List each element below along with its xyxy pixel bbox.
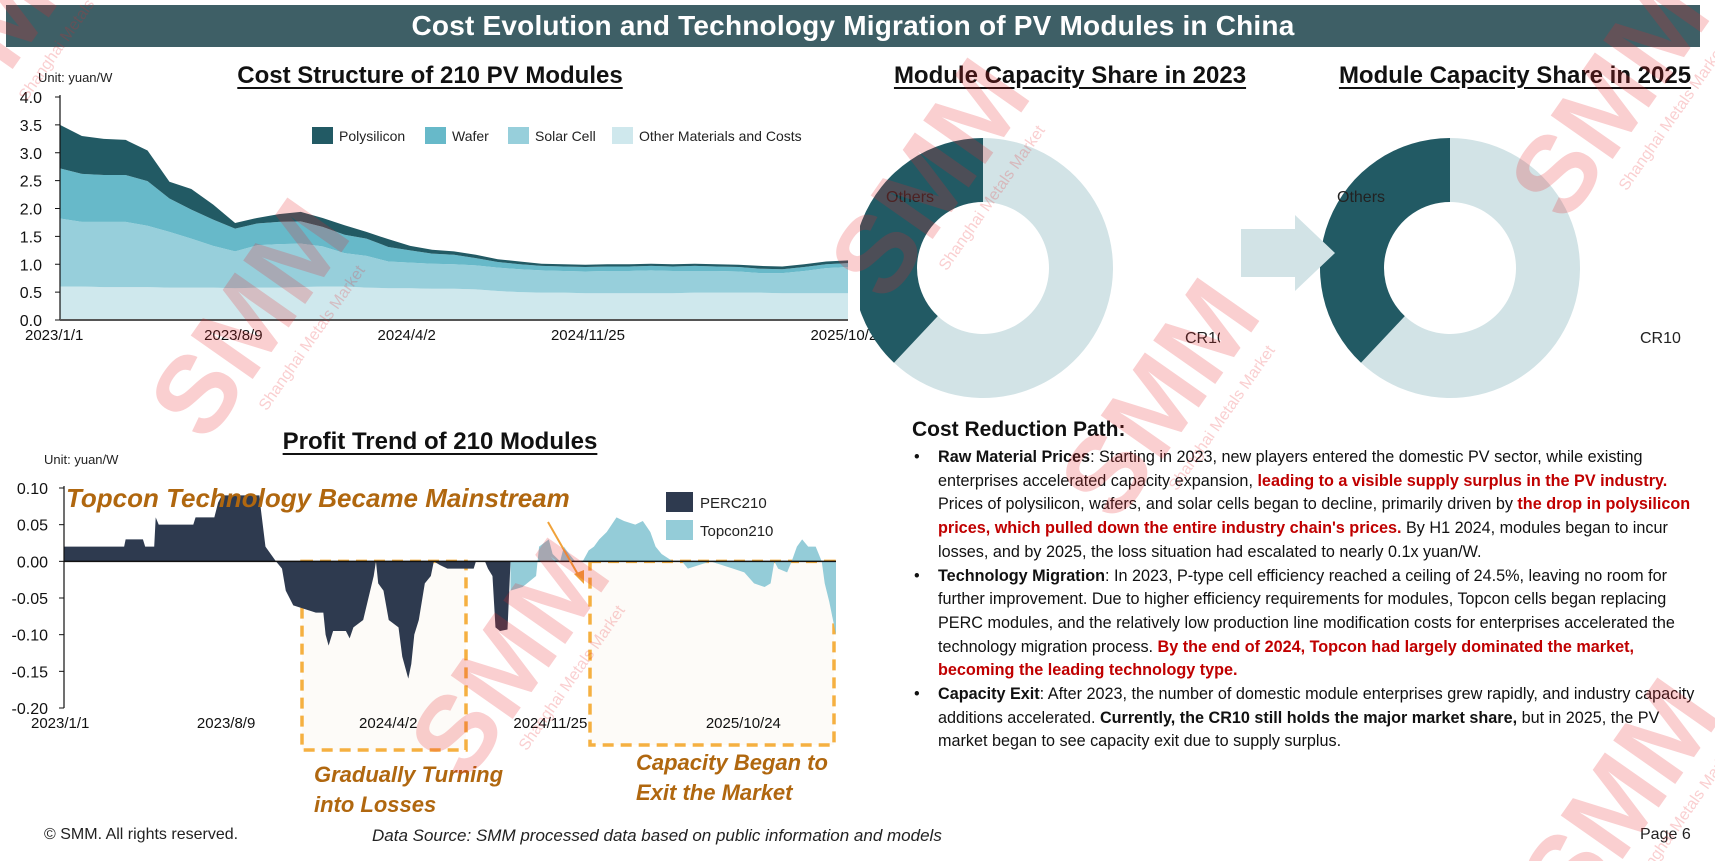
y-tick-label: 1.0 (20, 257, 42, 274)
profit-legend: PERC210 Topcon210 (666, 492, 773, 540)
slice-others (1320, 138, 1450, 363)
body-text: : Starting in 2023, new players entered … (938, 448, 1643, 490)
share-2023-donut: CR10 Others (860, 138, 1220, 398)
panel-item-label: Raw Material Prices (938, 448, 1091, 466)
body-text: but in 2025, the PV market began to see … (938, 708, 1660, 751)
annotation-topcon-mainstream: Topcon Technology Became Mainstream (66, 483, 570, 513)
y-tick-label: 2.5 (20, 174, 42, 191)
panel-list: Raw Material Prices: Starting in 2023, n… (912, 446, 1702, 754)
x-tick-label: 2025/10/25 (810, 327, 880, 344)
highlighted-text: the drop in polysilicon prices, which pu… (938, 495, 1691, 538)
share-2023-title: Module Capacity Share in 2023 (893, 62, 1247, 89)
x-tick-label: 2023/8/9 (197, 715, 255, 732)
body-text: Prices of polysilicon, wafers, and solar… (938, 495, 1518, 514)
cost-legend: Polysilicon Wafer Solar Cell Other Material… (312, 127, 802, 144)
share-2025-title: Module Capacity Share in 2025 (1338, 62, 1692, 89)
panel-item: Raw Material Prices: Starting in 2023, n… (914, 446, 1702, 565)
highlighted-text: By the end of 2024, Topcon had largely d… (938, 637, 1634, 680)
y-tick-label: 0.05 (17, 518, 48, 535)
page-title: Cost Evolution and Technology Migration … (411, 10, 1295, 41)
annotation-capacity-exit: Capacity Began to Exit the Market (636, 750, 828, 805)
footer-page-number: Page 6 (1640, 826, 1691, 843)
x-tick-label: 2024/11/25 (551, 327, 625, 344)
legend-label: Topcon210 (700, 523, 773, 540)
legend-label: PERC210 (700, 495, 767, 512)
area-other-materials-and-costs (60, 286, 848, 320)
legend-swatch (508, 127, 529, 144)
share-2025-donut: CR10 Others (1320, 138, 1681, 398)
area-topcon210 (510, 517, 836, 635)
panel-item: Technology Migration: In 2023, P-type ce… (914, 565, 1702, 684)
y-tick-label: 4.0 (20, 90, 42, 107)
legend-label: Other Materials and Costs (639, 128, 802, 144)
x-tick-label: 2024/11/25 (513, 715, 587, 732)
slice-label-others: Others (886, 189, 934, 206)
profit-chart-title: Profit Trend of 210 Modules (282, 428, 598, 455)
profit-chart-unit: Unit: yuan/W (44, 452, 119, 467)
y-tick-label: -0.10 (12, 628, 49, 645)
x-tick-label: 2024/4/2 (378, 327, 436, 344)
legend-swatch (666, 520, 693, 540)
cost-chart-title: Cost Structure of 210 PV Modules (237, 62, 623, 89)
x-tick-label: 2024/4/2 (359, 715, 417, 732)
slice-others (860, 138, 983, 363)
slice-cr10 (894, 138, 1113, 398)
cost-reduction-panel: Cost Reduction Path: Raw Material Prices… (912, 418, 1702, 754)
footer-copyright: © SMM. All rights reserved. (44, 826, 239, 843)
x-tick-label: 2025/10/24 (706, 715, 781, 732)
body-text: : In 2023, P-type cell efficiency reache… (938, 566, 1675, 656)
y-tick-label: 3.0 (20, 146, 42, 163)
panel-item-label: Technology Migration (938, 566, 1105, 585)
annotation-arrow-head (574, 570, 584, 584)
panel-item: Capacity Exit: After 2023, the number of… (914, 683, 1702, 754)
area-solar-cell (60, 218, 848, 294)
body-text: Currently, the CR10 still holds the majo… (1099, 708, 1518, 727)
area-wafer (60, 168, 848, 274)
profit-trend-chart: -0.20 -0.15 -0.10 -0.05 0.00 0.05 0.10 2023/1/1… (12, 481, 836, 752)
body-text: By H1 2024, modules began to incur losse… (938, 519, 1668, 561)
x-tick-label: 2023/1/1 (31, 715, 89, 732)
y-tick-label: 0.00 (17, 554, 48, 571)
y-tick-label: 1.5 (20, 229, 42, 246)
page-header: Cost Evolution and Technology Migration … (6, 5, 1700, 47)
cost-structure-chart: 0.0 0.5 1.0 1.5 2.0 2.5 3.0 3.5 4.0 2023/1/1 2023/… (20, 90, 880, 344)
slice-label-others: Others (1337, 189, 1385, 206)
slice-cr10 (1361, 138, 1580, 398)
y-tick-label: 0.10 (17, 481, 48, 498)
legend-swatch (312, 127, 333, 144)
y-tick-label: 2.0 (20, 202, 42, 219)
footer-data-source: Data Source: SMM processed data based on… (372, 826, 942, 845)
legend-swatch (425, 127, 446, 144)
y-tick-label: -0.20 (12, 701, 49, 718)
annotation-gradual-losses: Gradually Turning into Losses (314, 762, 504, 817)
legend-swatch (612, 127, 633, 144)
legend-label: Solar Cell (535, 128, 596, 144)
y-tick-label: 0.5 (20, 285, 42, 302)
slice-label-cr10: CR10 (1185, 330, 1220, 347)
panel-item-label: Capacity Exit (938, 685, 1040, 704)
x-tick-label: 2023/1/1 (25, 327, 83, 344)
area-perc210 (64, 495, 511, 679)
legend-label: Polysilicon (339, 128, 405, 144)
cost-chart-unit: Unit: yuan/W (38, 70, 113, 85)
annotation-arrow (547, 521, 581, 579)
y-tick-label: -0.05 (12, 591, 49, 608)
highlighted-text: leading to a visible supply surplus in t… (1257, 471, 1668, 490)
slice-label-cr10: CR10 (1640, 330, 1681, 347)
legend-swatch (666, 492, 693, 512)
y-tick-label: 0.0 (20, 313, 42, 330)
capacity-exit-highlight-box (588, 559, 836, 747)
x-tick-label: 2023/8/9 (204, 327, 262, 344)
body-text: : After 2023, the number of domestic mod… (938, 685, 1695, 727)
panel-heading: Cost Reduction Path: (912, 418, 1126, 441)
y-tick-label: -0.15 (12, 664, 49, 681)
legend-label: Wafer (452, 128, 489, 144)
transition-arrow-icon (1241, 215, 1335, 291)
y-tick-label: 3.5 (20, 118, 42, 135)
